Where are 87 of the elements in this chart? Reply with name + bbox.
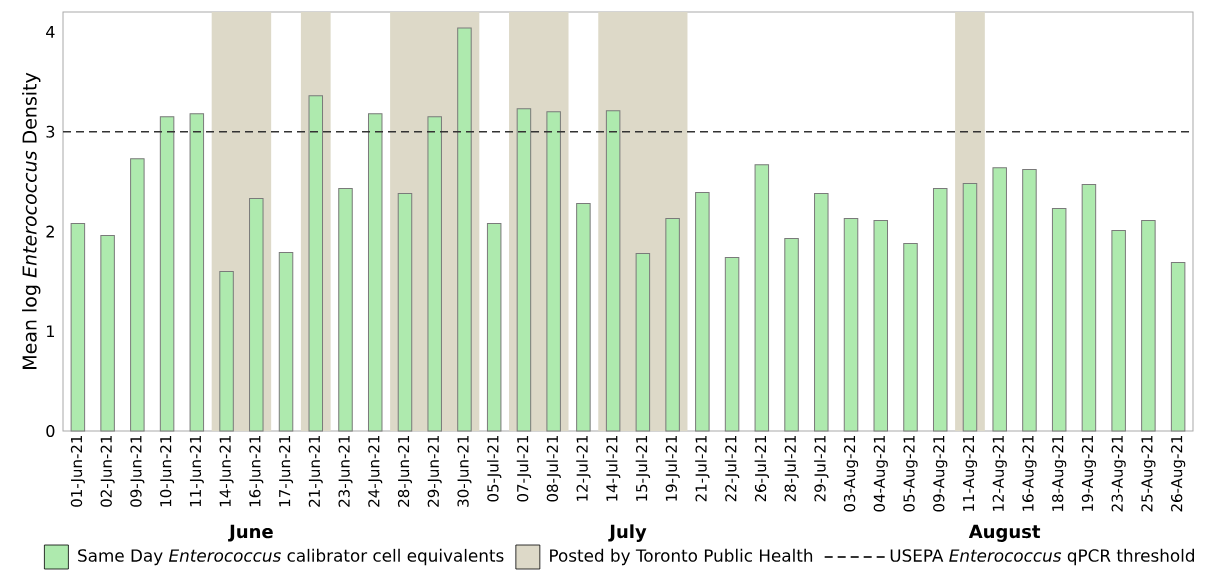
bar bbox=[159, 116, 175, 432]
x-tick-label: 05-Jul-21 bbox=[487, 435, 502, 502]
bar bbox=[992, 167, 1007, 432]
bar bbox=[724, 256, 740, 432]
bar bbox=[1170, 261, 1186, 432]
bar bbox=[784, 237, 799, 432]
x-tick-label: 16-Aug-21 bbox=[1022, 435, 1037, 511]
x-tick-label: 11-Jun-21 bbox=[189, 435, 204, 507]
text: July bbox=[608, 524, 647, 542]
y-tick-label: 4 bbox=[46, 26, 55, 38]
bar bbox=[516, 108, 532, 432]
bar bbox=[695, 192, 710, 432]
x-tick-label: 04-Aug-21 bbox=[873, 435, 888, 512]
text: August bbox=[968, 524, 1041, 542]
x-tick-label: 03-Aug-21 bbox=[843, 435, 859, 512]
x-tick-label: 25-Aug-21 bbox=[1141, 435, 1156, 512]
bar bbox=[100, 234, 115, 432]
x-tick-label: 16-Jun-21 bbox=[249, 435, 264, 507]
text: June bbox=[228, 524, 273, 542]
x-tick-label: 12-Jul-21 bbox=[576, 435, 591, 501]
y-tick-label: 2 bbox=[46, 225, 54, 238]
bar bbox=[338, 188, 353, 432]
x-tick-label: 21-Jul-21 bbox=[695, 435, 710, 502]
bar bbox=[1111, 229, 1126, 432]
x-tick-label: 07-Jul-21 bbox=[516, 435, 532, 502]
bar bbox=[576, 203, 591, 432]
bar bbox=[219, 270, 234, 432]
x-tick-label: 22-Jul-21 bbox=[724, 435, 740, 502]
bar bbox=[605, 110, 621, 432]
x-tick-label: 28-Jul-21 bbox=[784, 435, 799, 502]
bar bbox=[754, 164, 770, 432]
bar bbox=[665, 218, 680, 432]
legend-label: Posted by Toronto Public Health bbox=[550, 548, 813, 566]
x-tick-label: 01-Jun-21 bbox=[70, 435, 85, 507]
bar bbox=[1022, 169, 1037, 432]
y-tick-label: 3 bbox=[46, 125, 55, 138]
x-tick-label: 12-Aug-21 bbox=[992, 435, 1007, 511]
y-axis-title: Mean log Enterococcus Density bbox=[22, 72, 41, 369]
x-tick-label: 14-Jul-21 bbox=[605, 435, 621, 501]
x-tick-label: 23-Jun-21 bbox=[338, 435, 353, 507]
bar bbox=[814, 193, 829, 432]
x-tick-label: 29-Jun-21 bbox=[427, 435, 442, 507]
bar bbox=[903, 242, 918, 432]
bar bbox=[70, 223, 86, 432]
bar bbox=[546, 111, 561, 432]
x-tick-label: 30-Jun-21 bbox=[457, 435, 472, 507]
x-tick-label: 02-Jun-21 bbox=[100, 435, 115, 507]
y-tick-label: 1 bbox=[47, 325, 54, 338]
bar bbox=[397, 193, 413, 432]
x-tick-label: 09-Jun-21 bbox=[130, 435, 145, 507]
bar bbox=[1141, 220, 1156, 432]
x-tick-label: 29-Jul-21 bbox=[814, 435, 829, 502]
x-tick-label: 26-Aug-21 bbox=[1171, 435, 1186, 512]
bar bbox=[962, 183, 978, 432]
bar bbox=[427, 116, 442, 432]
bar bbox=[367, 113, 383, 432]
x-tick-label: 09-Aug-21 bbox=[933, 435, 948, 512]
x-tick-label: 11-Aug-21 bbox=[962, 435, 978, 511]
x-tick-label: 26-Jul-21 bbox=[754, 435, 770, 502]
bar bbox=[873, 220, 889, 432]
x-tick-label: 19-Jul-21 bbox=[665, 435, 680, 501]
x-tick-label: 28-Jun-21 bbox=[397, 435, 413, 507]
x-tick-label: 14-Jun-21 bbox=[219, 435, 234, 507]
legend-label: USEPA Enterococcus qPCR threshold bbox=[890, 548, 1194, 566]
bar bbox=[635, 252, 651, 432]
x-tick-label: 05-Aug-21 bbox=[903, 435, 918, 512]
legend-label: Same Day Enterococcus calibrator cell equivalents bbox=[78, 548, 504, 566]
bar bbox=[843, 218, 859, 432]
bar bbox=[189, 113, 205, 432]
bar bbox=[249, 198, 264, 432]
bar bbox=[486, 223, 502, 432]
x-tick-label: 21-Jun-21 bbox=[308, 435, 323, 507]
bar bbox=[278, 251, 294, 432]
x-tick-label: 19-Aug-21 bbox=[1081, 435, 1097, 511]
y-tick-label: 0 bbox=[46, 424, 55, 438]
x-tick-label: 24-Jun-21 bbox=[368, 435, 383, 507]
x-tick-label: 18-Aug-21 bbox=[1052, 435, 1067, 511]
x-tick-label: 10-Jun-21 bbox=[160, 435, 175, 507]
bar bbox=[1081, 184, 1097, 432]
x-tick-label: 08-Jul-21 bbox=[546, 435, 561, 502]
bar bbox=[932, 188, 948, 432]
bar bbox=[457, 27, 472, 432]
x-tick-label: 17-Jun-21 bbox=[278, 435, 294, 507]
x-tick-label: 23-Aug-21 bbox=[1111, 435, 1126, 512]
x-tick-label: 15-Jul-21 bbox=[635, 435, 651, 501]
bar bbox=[130, 158, 145, 432]
bar bbox=[1051, 208, 1067, 432]
